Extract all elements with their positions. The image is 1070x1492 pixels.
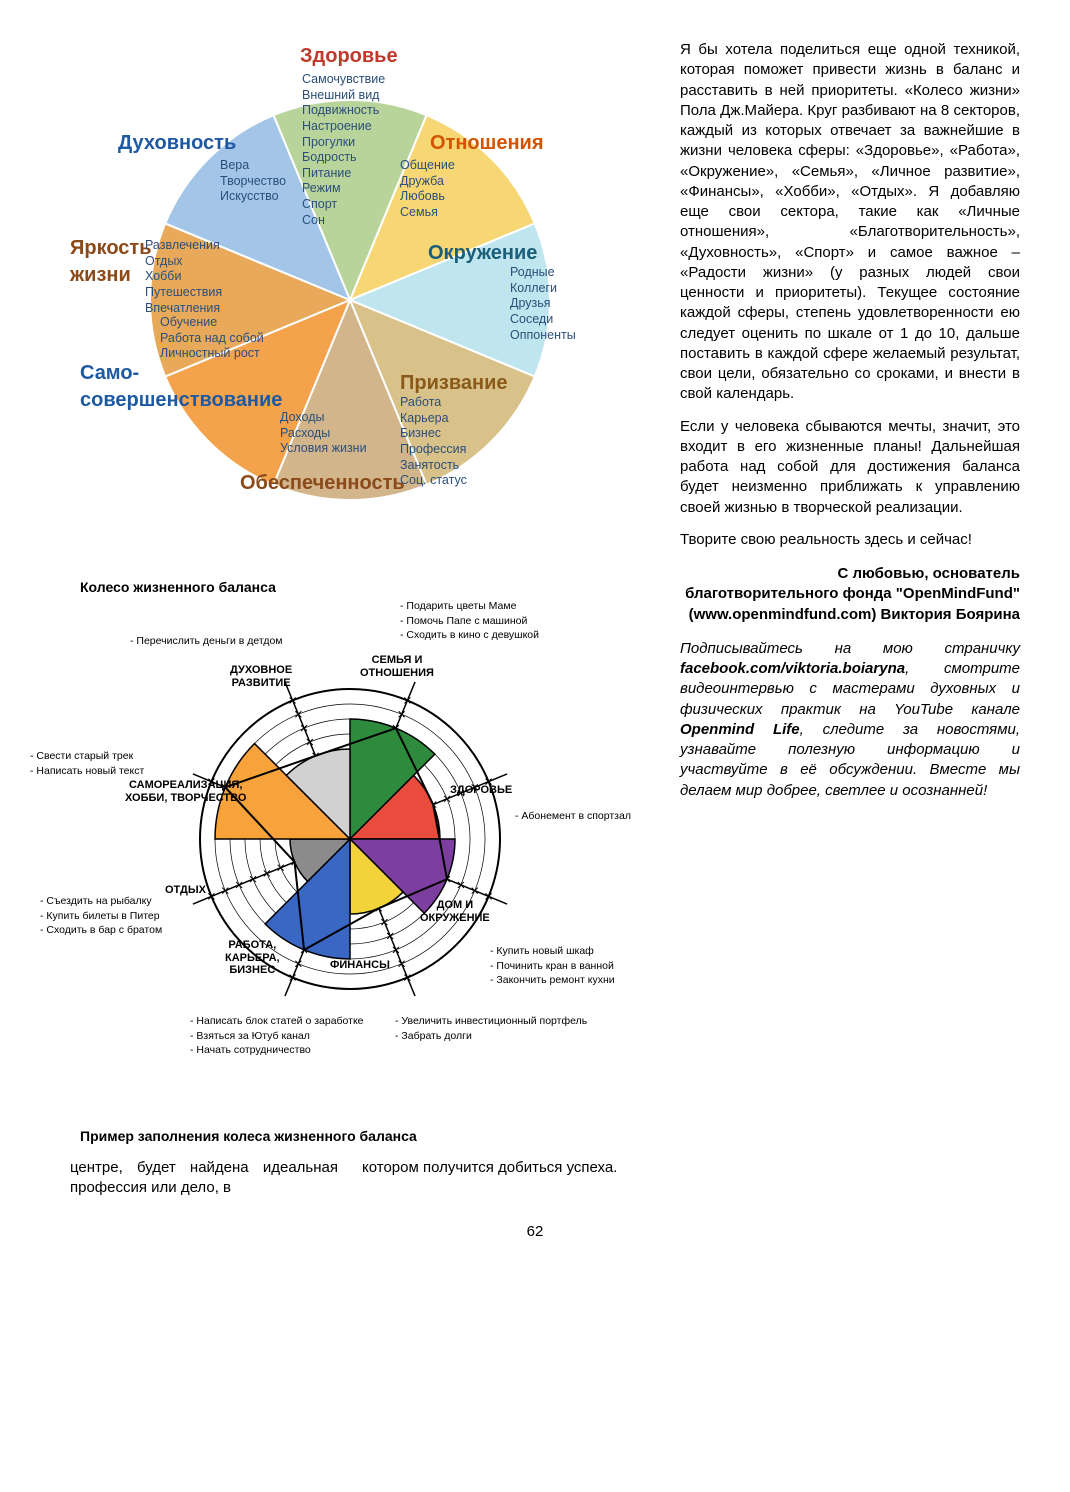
wheel2-axis-label: ДУХОВНОЕРАЗВИТИЕ	[230, 664, 292, 689]
wheel1-sector-items: ДоходыРасходыУсловия жизни	[280, 410, 367, 457]
wheel2-axis-notes: - Перечислить деньги в детдом	[130, 634, 283, 649]
wheel2-axis-notes: - Свести старый трек- Написать новый тек…	[30, 749, 144, 778]
article-call: Творите свою реальность здесь и сейчас!	[680, 530, 1020, 550]
article-signature: С любовью, основатель благотворительного…	[680, 564, 1020, 625]
wheel1-sector-items: СамочувствиеВнешний видПодвижностьНастро…	[302, 72, 385, 228]
wheel2-axis-notes: - Абонемент в спортзал	[515, 809, 631, 824]
wheel1-sector-items: РаботаКарьераБизнесПрофессияЗанятостьСоц…	[400, 395, 467, 489]
bottom-col-left: центре, будет найдена идеальная професси…	[70, 1158, 338, 1199]
wheel1-sector-title: Отношения	[430, 130, 544, 157]
wheel2-axis-notes: - Купить новый шкаф- Починить кран в ван…	[490, 944, 615, 988]
wheel2-axis-label: ДОМ ИОКРУЖЕНИЕ	[420, 899, 490, 924]
wheel1-sector-title: Само-совершенствование	[80, 360, 282, 414]
page-number: 62	[50, 1222, 1020, 1242]
caption-wheel1: Колесо жизненного баланса	[80, 578, 650, 597]
wheel1-sector-title: Обеспеченность	[240, 470, 405, 497]
bottom-col-right: котором получится добиться успеха.	[362, 1158, 630, 1199]
caption-wheel2: Пример заполнения колеса жизненного бала…	[80, 1127, 650, 1146]
life-wheel-radar: СЕМЬЯ ИОТНОШЕНИЯ- Подарить цветы Маме- П…	[70, 609, 630, 1109]
subscribe-fb-link: facebook.com/viktoria.boiaryna	[680, 660, 905, 677]
life-wheel-pie: ЗдоровьеСамочувствиеВнешний видПодвижнос…	[70, 40, 630, 560]
wheel1-sector-title: Призвание	[400, 370, 507, 397]
wheel1-sector-title: Яркостьжизни	[70, 235, 152, 289]
wheel1-sector-title: Духовность	[118, 130, 236, 157]
article-p1: Я бы хотела поделиться еще одной технико…	[680, 40, 1020, 405]
wheel2-axis-notes: - Написать блок статей о заработке- Взят…	[190, 1014, 364, 1058]
wheel1-sector-title: Здоровье	[300, 43, 398, 70]
wheel2-axis-label: САМОРЕАЛИЗАЦИЯ,ХОББИ, ТВОРЧЕСТВО	[125, 779, 246, 804]
article-subscribe: Подписывайтесь на мою страничку facebook…	[680, 639, 1020, 801]
wheel2-axis-label: ЗДОРОВЬЕ	[450, 784, 512, 797]
wheel2-axis-label: ФИНАНСЫ	[330, 959, 390, 972]
subscribe-yt-link: Openmind Life	[680, 721, 800, 738]
bottom-text-columns: центре, будет найдена идеальная професси…	[50, 1158, 650, 1199]
wheel1-sector-items: ОбщениеДружбаЛюбовьСемья	[400, 158, 455, 221]
wheel2-axis-label: ОТДЫХ	[165, 884, 206, 897]
subscribe-pre: Подписывайтесь на мою страничку	[680, 640, 1020, 657]
wheel1-sector-items: ОбучениеРабота над собойЛичностный рост	[160, 315, 264, 362]
wheel1-sector-items: РодныеКоллегиДрузьяСоседиОппоненты	[510, 265, 576, 343]
wheel1-sector-items: ВераТворчествоИскусство	[220, 158, 286, 205]
wheel2-axis-notes: - Подарить цветы Маме- Помочь Папе с маш…	[400, 599, 539, 643]
wheel1-sector-items: РазвлеченияОтдыхХоббиПутешествияВпечатле…	[145, 238, 222, 316]
wheel2-axis-label: СЕМЬЯ ИОТНОШЕНИЯ	[360, 654, 434, 679]
article-column: Я бы хотела поделиться еще одной технико…	[680, 40, 1020, 1198]
wheel1-sector-title: Окружение	[428, 240, 537, 267]
wheel2-axis-notes: - Увеличить инвестиционный портфель- Заб…	[395, 1014, 587, 1043]
wheel2-axis-notes: - Съездить на рыбалку- Купить билеты в П…	[40, 894, 162, 938]
article-p2: Если у человека сбываются мечты, значит,…	[680, 417, 1020, 518]
wheel2-axis-label: РАБОТА,КАРЬЕРА,БИЗНЕС	[225, 939, 280, 977]
